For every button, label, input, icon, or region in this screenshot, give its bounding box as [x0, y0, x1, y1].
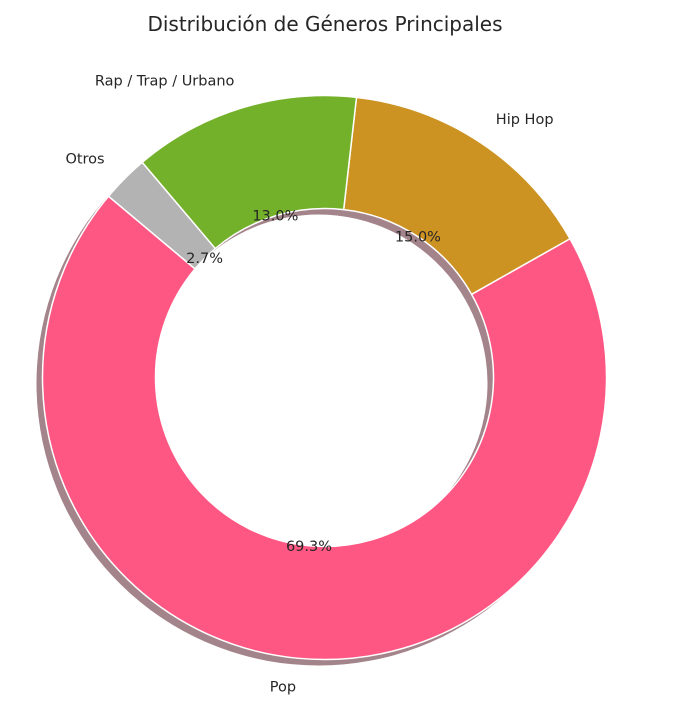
slice-pop — [41, 195, 608, 661]
percent-label-otros: 2.7% — [186, 251, 223, 267]
percent-label-rap-trap-urbano: 13.0% — [252, 209, 298, 225]
chart-title: Distribución de Géneros Principales — [147, 12, 502, 36]
category-label-pop: Pop — [270, 679, 296, 695]
category-label-rap-trap-urbano: Rap / Trap / Urbano — [95, 74, 235, 90]
slice-layer — [41, 94, 608, 661]
percent-label-hip-hop: 15.0% — [395, 229, 441, 245]
slice-otros — [107, 161, 216, 270]
percent-label-pop: 69.3% — [286, 539, 332, 555]
label-layer: Pop 69.3% Hip Hop 15.0% Rap / Trap / Urbano 1… — [65, 74, 553, 696]
category-label-otros: Otros — [65, 152, 104, 168]
category-label-hip-hop: Hip Hop — [496, 112, 554, 128]
